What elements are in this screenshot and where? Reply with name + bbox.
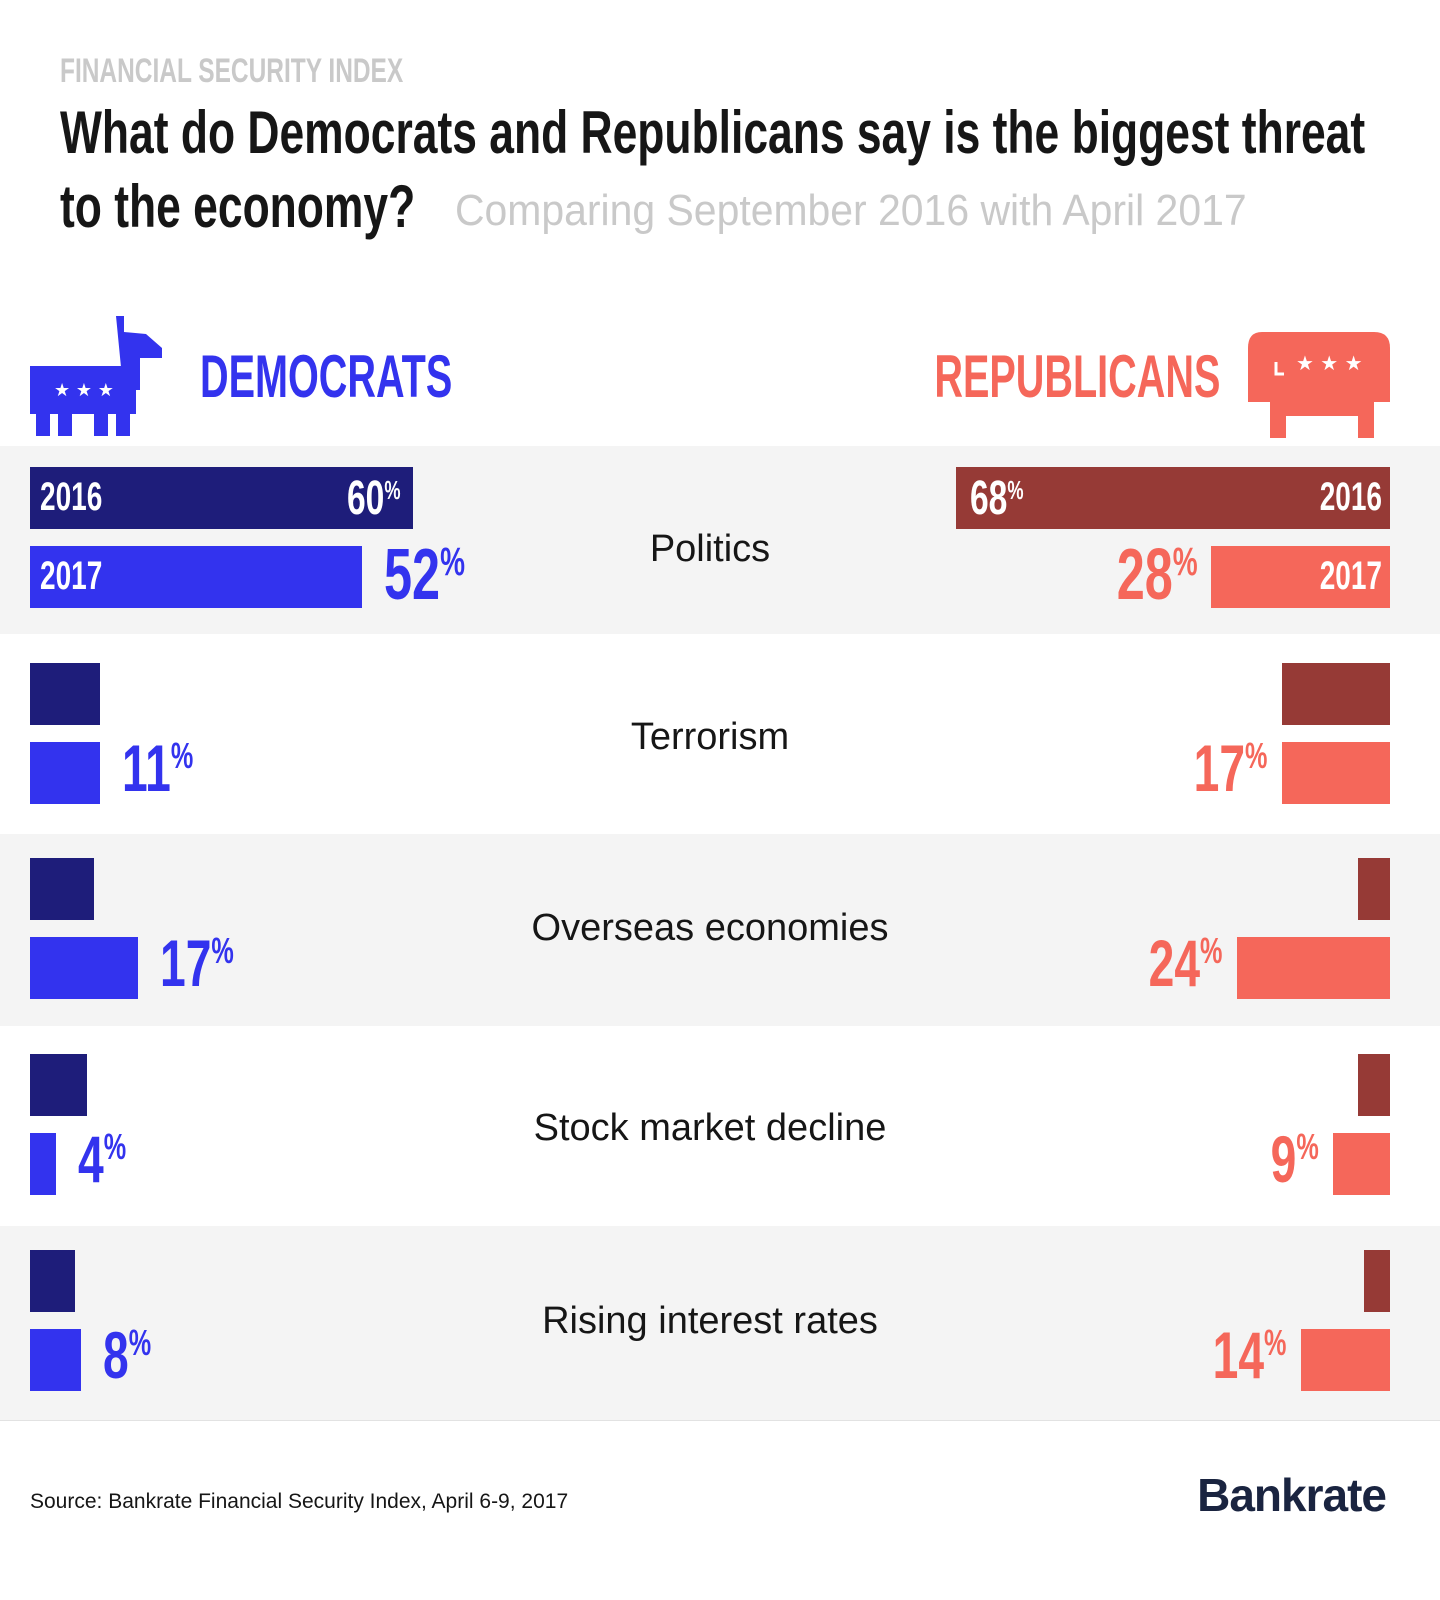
republicans-header: REPUBLICANS ★ ★ ★: [720, 310, 1440, 440]
dem-bar-2016: [30, 1250, 75, 1312]
category-label: Politics: [649, 528, 771, 570]
row-band-stock: [0, 1026, 1440, 1226]
kicker-text: FINANCIAL SECURITY INDEX: [60, 52, 404, 90]
svg-text:★ ★ ★: ★ ★ ★: [54, 380, 114, 401]
dem-bar-2016: [30, 858, 94, 920]
title-line-1: What do Democrats and Republicans say is…: [60, 99, 1366, 166]
dem-value-label: 4%: [77, 1122, 126, 1196]
donkey-icon: ★ ★ ★: [30, 316, 162, 436]
dem-year-label: 2017: [40, 554, 103, 598]
row-band-terrorism: [0, 634, 1440, 834]
elephant-icon: ★ ★ ★: [1248, 332, 1390, 438]
row-band-rates: [0, 1226, 1440, 1421]
rep-value-label: 28%: [1116, 535, 1198, 615]
rep-bar-2016: [1281, 663, 1390, 725]
rep-bar-2016: [1364, 1250, 1390, 1312]
dem-2016-value-label: 60%: [347, 472, 401, 525]
dem-bar-2017: [30, 546, 362, 608]
svg-text:★ ★ ★: ★ ★ ★: [1296, 351, 1363, 375]
rep-bar-2017: [1211, 546, 1390, 608]
category-label: Overseas economies: [531, 907, 889, 949]
dem-bar-2017: [30, 937, 139, 999]
dem-bar-2016: [30, 663, 101, 725]
dem-bar-2016: [30, 1054, 88, 1116]
republicans-label: REPUBLICANS: [933, 343, 1220, 410]
category-label: Stock market decline: [533, 1107, 887, 1149]
chart-subtitle: Comparing September 2016 with April 2017: [455, 186, 1247, 235]
dem-value-label: 52%: [383, 535, 465, 615]
chart-title: What do Democrats and Republicans say is…: [60, 98, 1440, 240]
dem-year-label: 2016: [40, 475, 103, 519]
rep-value-label: 17 %: [1193, 731, 1268, 805]
rep-2016-value-label: 68%: [970, 472, 1024, 525]
rep-value-label: 9%: [1270, 1122, 1319, 1196]
bankrate-logo: Bankrate: [1197, 1469, 1387, 1521]
title-line-2: to the economy?: [60, 173, 416, 240]
rep-value-label: 14%: [1212, 1318, 1287, 1392]
kicker: FINANCIAL SECURITY INDEX: [60, 52, 537, 91]
rep-bar-2017: [1281, 742, 1390, 804]
dem-value-label: 8%: [103, 1318, 152, 1392]
dem-bar-2017: [30, 1329, 82, 1391]
rep-bar-2017: [1300, 1329, 1390, 1391]
rep-value-label: 24%: [1149, 926, 1223, 1000]
rep-bar-2016: [1358, 1054, 1390, 1116]
category-label: Terrorism: [630, 716, 790, 758]
dem-value-label: 11 %: [122, 731, 194, 805]
dem-bar-2016: [30, 467, 413, 529]
row-band-overseas: [0, 834, 1440, 1026]
rep-year-label: 2016: [1319, 475, 1382, 519]
rep-year-label: 2017: [1319, 554, 1382, 598]
democrats-header: ★ ★ ★ DEMOCRATS: [0, 310, 720, 440]
category-label: Rising interest rates: [542, 1300, 878, 1342]
dem-bar-2017: [30, 1133, 56, 1195]
rep-bar-2017: [1236, 937, 1390, 999]
rep-bar-2016: [956, 467, 1390, 529]
dem-value-label: 17 %: [160, 926, 235, 1000]
dem-bar-2017: [30, 742, 101, 804]
rep-bar-2016: [1358, 858, 1390, 920]
source-note: Source: Bankrate Financial Security Inde…: [30, 1490, 569, 1513]
rep-bar-2017: [1332, 1133, 1390, 1195]
democrats-label: DEMOCRATS: [200, 343, 453, 410]
